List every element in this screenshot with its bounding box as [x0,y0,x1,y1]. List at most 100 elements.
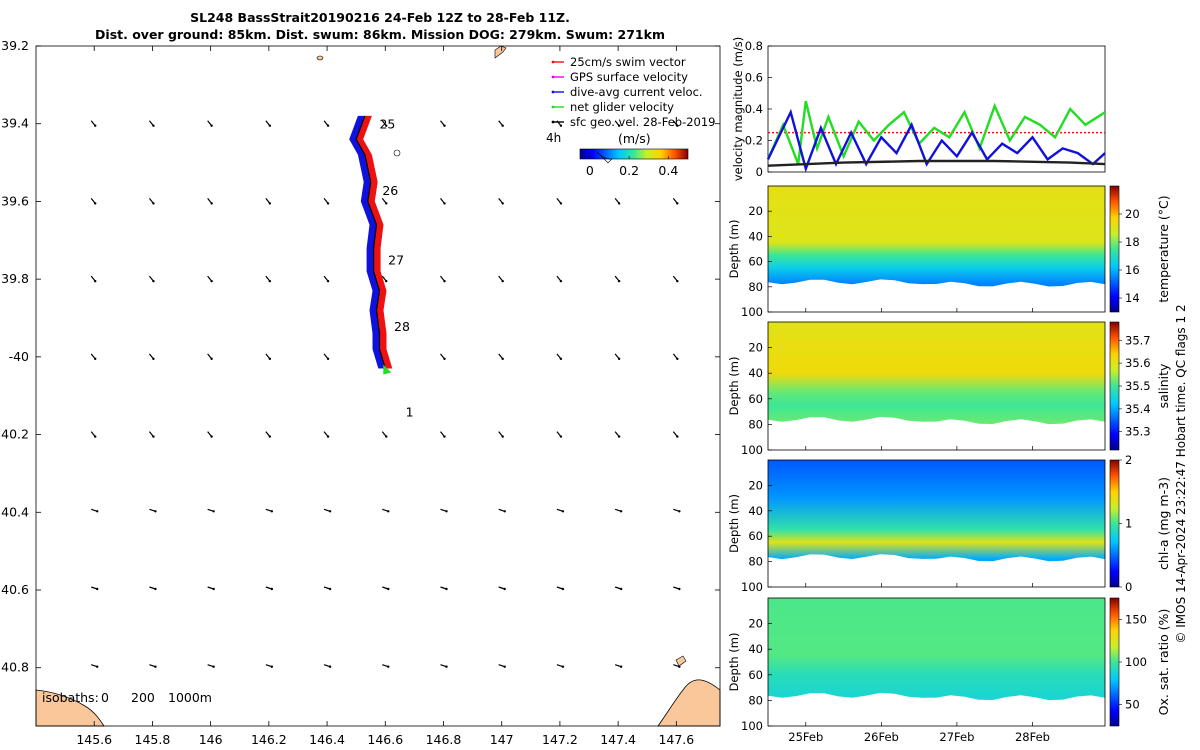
current-arrow-head [501,357,504,361]
current-arrow-head [152,124,155,127]
swim-vector-band [356,115,393,369]
current-arrow-head [619,510,623,513]
depth-tick-label: 60 [748,529,763,543]
heatmap-colorbar [1109,321,1120,451]
depth-tick-label: 40 [748,366,763,380]
heatmap-field [768,322,1105,425]
current-arrow-head [561,665,565,668]
y-tick-label: 39.6 [1,193,29,208]
current-arrow-head [326,357,330,361]
current-arrow-head [387,510,390,513]
map-colorbar [579,148,689,160]
isobath-label: isobaths: [42,690,99,705]
current-arrow-head [617,202,621,205]
current-arrow-head [210,124,213,127]
colorbar-tick-label: 16 [1125,263,1140,277]
isobath-value: 200 [131,690,155,705]
colorbar-label: salinity [1156,363,1171,408]
current-arrow-head [676,435,679,438]
depth-axis-label: Depth (m) [727,357,741,416]
heatmap-colorbar [1109,597,1120,727]
current-arrow-head [326,124,330,127]
x-tick-label: 147.6 [658,732,694,747]
colorbar-tick-label: 0.2 [619,163,639,178]
heatmap-field [768,598,1105,701]
y-tick-label: 39.8 [1,271,29,286]
depth-tick-label: 40 [748,642,763,656]
current-arrow-head [387,665,390,668]
current-arrow-head [503,510,506,513]
current-arrow-head [385,435,388,438]
colorbar-tick-label: 35.6 [1125,356,1151,370]
colorbar-tick-label: 20 [1125,207,1140,221]
velocity-y-tick-label: 0 [756,165,763,179]
depth-axis-label: Depth (m) [727,220,741,279]
depth-tick-label: 20 [748,341,763,355]
current-arrow-head [445,510,448,513]
current-arrow-head [559,279,563,283]
current-arrow-head [268,435,272,438]
velocity-y-label: velocity magnitude (m/s) [731,37,745,182]
depth-tick-label: 20 [748,478,763,492]
depth-tick-label: 20 [748,204,763,218]
current-arrow-head [561,587,565,591]
heatmap-axes-frame [767,321,1106,451]
current-arrow-head [443,124,446,127]
colorbar-coast [596,151,613,164]
legend-label: sfc geo. vel. 28-Feb-2019 [570,115,716,129]
depth-tick-label: 80 [748,280,763,294]
current-arrow-head [617,435,621,438]
colorbar-tick-label: 0.4 [658,163,678,178]
current-arrow-head [561,510,565,513]
current-arrow-head [617,124,621,127]
current-arrow-head [270,510,274,513]
legend-swatch-head [551,75,555,79]
y-tick-label: 39.2 [1,38,29,53]
depth-tick-label: 80 [748,555,763,569]
current-arrow-head [154,665,157,668]
current-arrow-head [445,587,448,591]
current-arrow-head [210,279,213,283]
colorbar-side-label: 4h [546,131,561,145]
current-arrow-head [328,665,332,668]
current-arrow-head [96,665,99,668]
depth-axis-label: Depth (m) [727,633,741,692]
depth-tick-label: 100 [741,305,763,319]
current-arrow-head [501,124,504,127]
current-arrow-head [676,124,679,127]
current-arrow-head [676,279,679,283]
net-velocity-end [383,364,392,375]
current-arrow-head [154,510,157,513]
velocity-series-line [767,159,1106,167]
current-arrow-head [212,587,215,591]
colorbar-tick-label: 100 [1125,655,1147,669]
heatmap-colorbar [1109,185,1120,313]
current-arrow-head [326,435,330,438]
legend-swatch-head [551,60,555,64]
credit-text: © IMOS 14-Apr-2024 23:22:47 Hobart time.… [1174,304,1188,643]
depth-tick-label: 100 [741,580,763,594]
colorbar-label: chl-a (mg m-3) [1156,477,1171,570]
glider-track [355,115,386,369]
current-arrow-head [443,202,446,205]
current-arrow-head [678,665,681,668]
depth-tick-label: 40 [748,229,763,243]
current-arrow-head [678,510,681,513]
colorbar-tick-label: 35.4 [1125,402,1151,416]
colorbar-tick-label: 2 [1125,453,1132,467]
heatmap-axes-frame [767,459,1106,588]
islet [393,149,401,157]
current-arrow-head [326,202,330,205]
current-arrow-head [94,357,97,361]
current-arrow-head [445,665,448,668]
current-arrow-head [617,279,621,283]
x-tick-label: 147.2 [542,732,578,747]
y-tick-label: 40.2 [1,427,29,442]
current-arrow-head [152,357,155,361]
current-arrow-head [96,587,99,591]
day-label: 25 [379,117,395,132]
current-arrow-head [619,587,623,591]
current-arrow-head [619,665,623,668]
